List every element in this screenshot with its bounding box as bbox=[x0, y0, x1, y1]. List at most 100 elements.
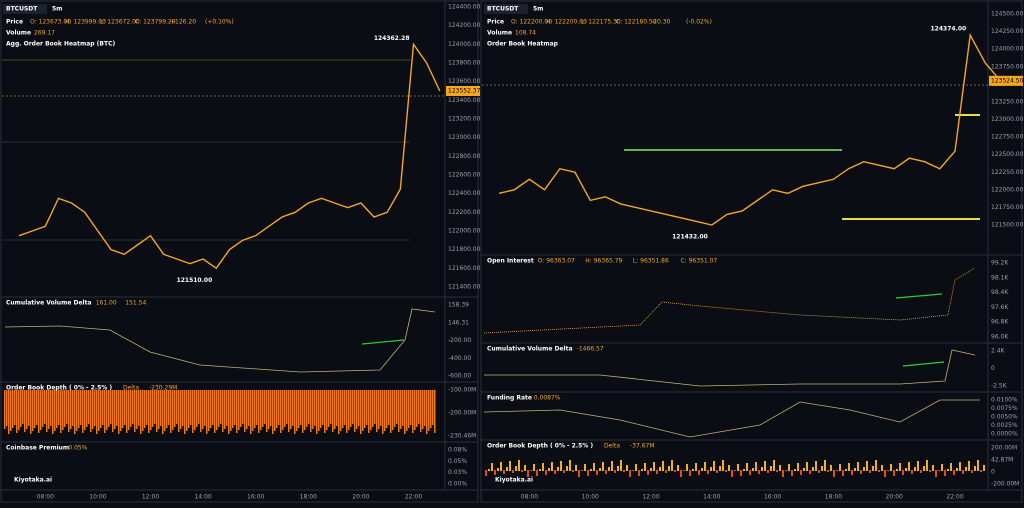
depth-bar bbox=[404, 390, 406, 434]
depth-bar bbox=[386, 390, 388, 428]
depth-bar bbox=[122, 390, 124, 428]
depth-bar bbox=[96, 390, 98, 434]
depth-bar bbox=[364, 390, 366, 428]
depth-bar bbox=[827, 470, 829, 472]
depth-bar bbox=[162, 390, 164, 434]
depth-bar bbox=[797, 463, 799, 471]
depth-bar bbox=[920, 470, 922, 473]
depth-bar bbox=[836, 470, 838, 471]
depth-bar bbox=[300, 390, 302, 425]
pane-value: -37.67M bbox=[630, 443, 655, 450]
pane-value: O: 96363.07 bbox=[538, 258, 575, 265]
depth-bar bbox=[150, 390, 152, 430]
depth-bar bbox=[671, 460, 673, 471]
depth-bar bbox=[132, 390, 134, 424]
depth-bar bbox=[382, 390, 384, 434]
symbol: BTCUSDT bbox=[487, 6, 519, 13]
price-tick: 124000.00 bbox=[991, 46, 1024, 53]
pane-tick: 96.8K bbox=[991, 319, 1009, 326]
depth-bar bbox=[226, 390, 228, 426]
depth-bar bbox=[506, 467, 508, 471]
depth-bar bbox=[270, 390, 272, 426]
depth-bar bbox=[911, 470, 913, 474]
depth-bar bbox=[782, 470, 784, 477]
depth-bar bbox=[770, 466, 772, 471]
depth-bar bbox=[292, 390, 294, 426]
depth-bar bbox=[572, 470, 574, 472]
depth-bar bbox=[488, 469, 490, 471]
depth-bar bbox=[184, 390, 186, 434]
depth-bar bbox=[284, 390, 286, 427]
depth-bar bbox=[82, 390, 84, 433]
depth-bar bbox=[944, 470, 946, 476]
depth-bar bbox=[230, 390, 232, 431]
depth-bar bbox=[971, 470, 973, 473]
depth-bar bbox=[656, 470, 658, 474]
depth-bar bbox=[593, 463, 595, 471]
depth-bar bbox=[120, 390, 122, 431]
depth-bar bbox=[260, 390, 262, 430]
depth-bar bbox=[557, 467, 559, 471]
depth-bar bbox=[848, 463, 850, 471]
brand: Kiyotaka.ai bbox=[14, 477, 52, 484]
price-tick: 121600.00 bbox=[448, 265, 481, 272]
price-tick: 122250.00 bbox=[991, 169, 1024, 176]
pane-tick: -2.5K bbox=[991, 383, 1008, 390]
depth-bar bbox=[360, 390, 362, 434]
depth-bar bbox=[794, 469, 796, 471]
depth-bar bbox=[202, 390, 204, 429]
depth-bar bbox=[704, 462, 706, 471]
depth-bar bbox=[168, 390, 170, 425]
depth-bar bbox=[545, 470, 547, 475]
depth-bar bbox=[548, 468, 550, 471]
pane-tick: 200.00M bbox=[991, 445, 1017, 452]
depth-bar bbox=[268, 390, 270, 429]
depth-bar bbox=[869, 470, 871, 473]
depth-bar bbox=[48, 390, 50, 429]
depth-bar bbox=[788, 464, 790, 471]
depth-bar bbox=[306, 390, 308, 427]
depth-bar bbox=[635, 464, 637, 471]
depth-bar bbox=[256, 390, 258, 425]
ohlc-change: -20.30 bbox=[651, 19, 671, 26]
depth-bar bbox=[178, 390, 180, 432]
depth-bar bbox=[8, 390, 10, 434]
time-tick: 10:00 bbox=[89, 494, 106, 501]
price-tick: 121800.00 bbox=[448, 246, 481, 253]
depth-bar bbox=[206, 390, 208, 434]
depth-bar bbox=[412, 390, 414, 433]
depth-bar bbox=[174, 390, 176, 427]
price-tick: 122800.00 bbox=[448, 153, 481, 160]
depth-bar bbox=[20, 390, 22, 427]
pane-title: Order Book Depth ( 0% - 2.5% ) bbox=[487, 443, 593, 450]
depth-bar bbox=[24, 390, 26, 432]
pane-tick: 42.87M bbox=[991, 457, 1013, 464]
depth-bar bbox=[650, 468, 652, 471]
volume-label: Volume bbox=[487, 30, 512, 37]
depth-bar bbox=[839, 464, 841, 471]
time-tick: 12:00 bbox=[142, 494, 159, 501]
depth-bar bbox=[428, 390, 430, 431]
depth-bar bbox=[767, 470, 769, 473]
depth-bar bbox=[128, 390, 130, 430]
depth-bar bbox=[328, 390, 330, 427]
price-label: Price bbox=[487, 19, 504, 26]
depth-bar bbox=[821, 466, 823, 471]
depth-bar bbox=[346, 390, 348, 433]
depth-bar bbox=[414, 390, 416, 430]
depth-bar bbox=[617, 466, 619, 471]
depth-bar bbox=[872, 466, 874, 471]
depth-bar bbox=[244, 390, 246, 432]
depth-bar bbox=[494, 470, 496, 475]
depth-bar bbox=[743, 469, 745, 471]
price-tick: 123750.00 bbox=[991, 63, 1024, 70]
price-tick: 122400.00 bbox=[448, 190, 481, 197]
price-tick: 124200.00 bbox=[448, 22, 481, 29]
time-tick: 18:00 bbox=[300, 494, 317, 501]
depth-bar bbox=[515, 466, 517, 471]
depth-bar bbox=[114, 390, 116, 429]
time-tick: 18:00 bbox=[825, 494, 842, 501]
depth-bar bbox=[755, 462, 757, 471]
depth-bar bbox=[926, 460, 928, 471]
depth-bar bbox=[242, 390, 244, 424]
